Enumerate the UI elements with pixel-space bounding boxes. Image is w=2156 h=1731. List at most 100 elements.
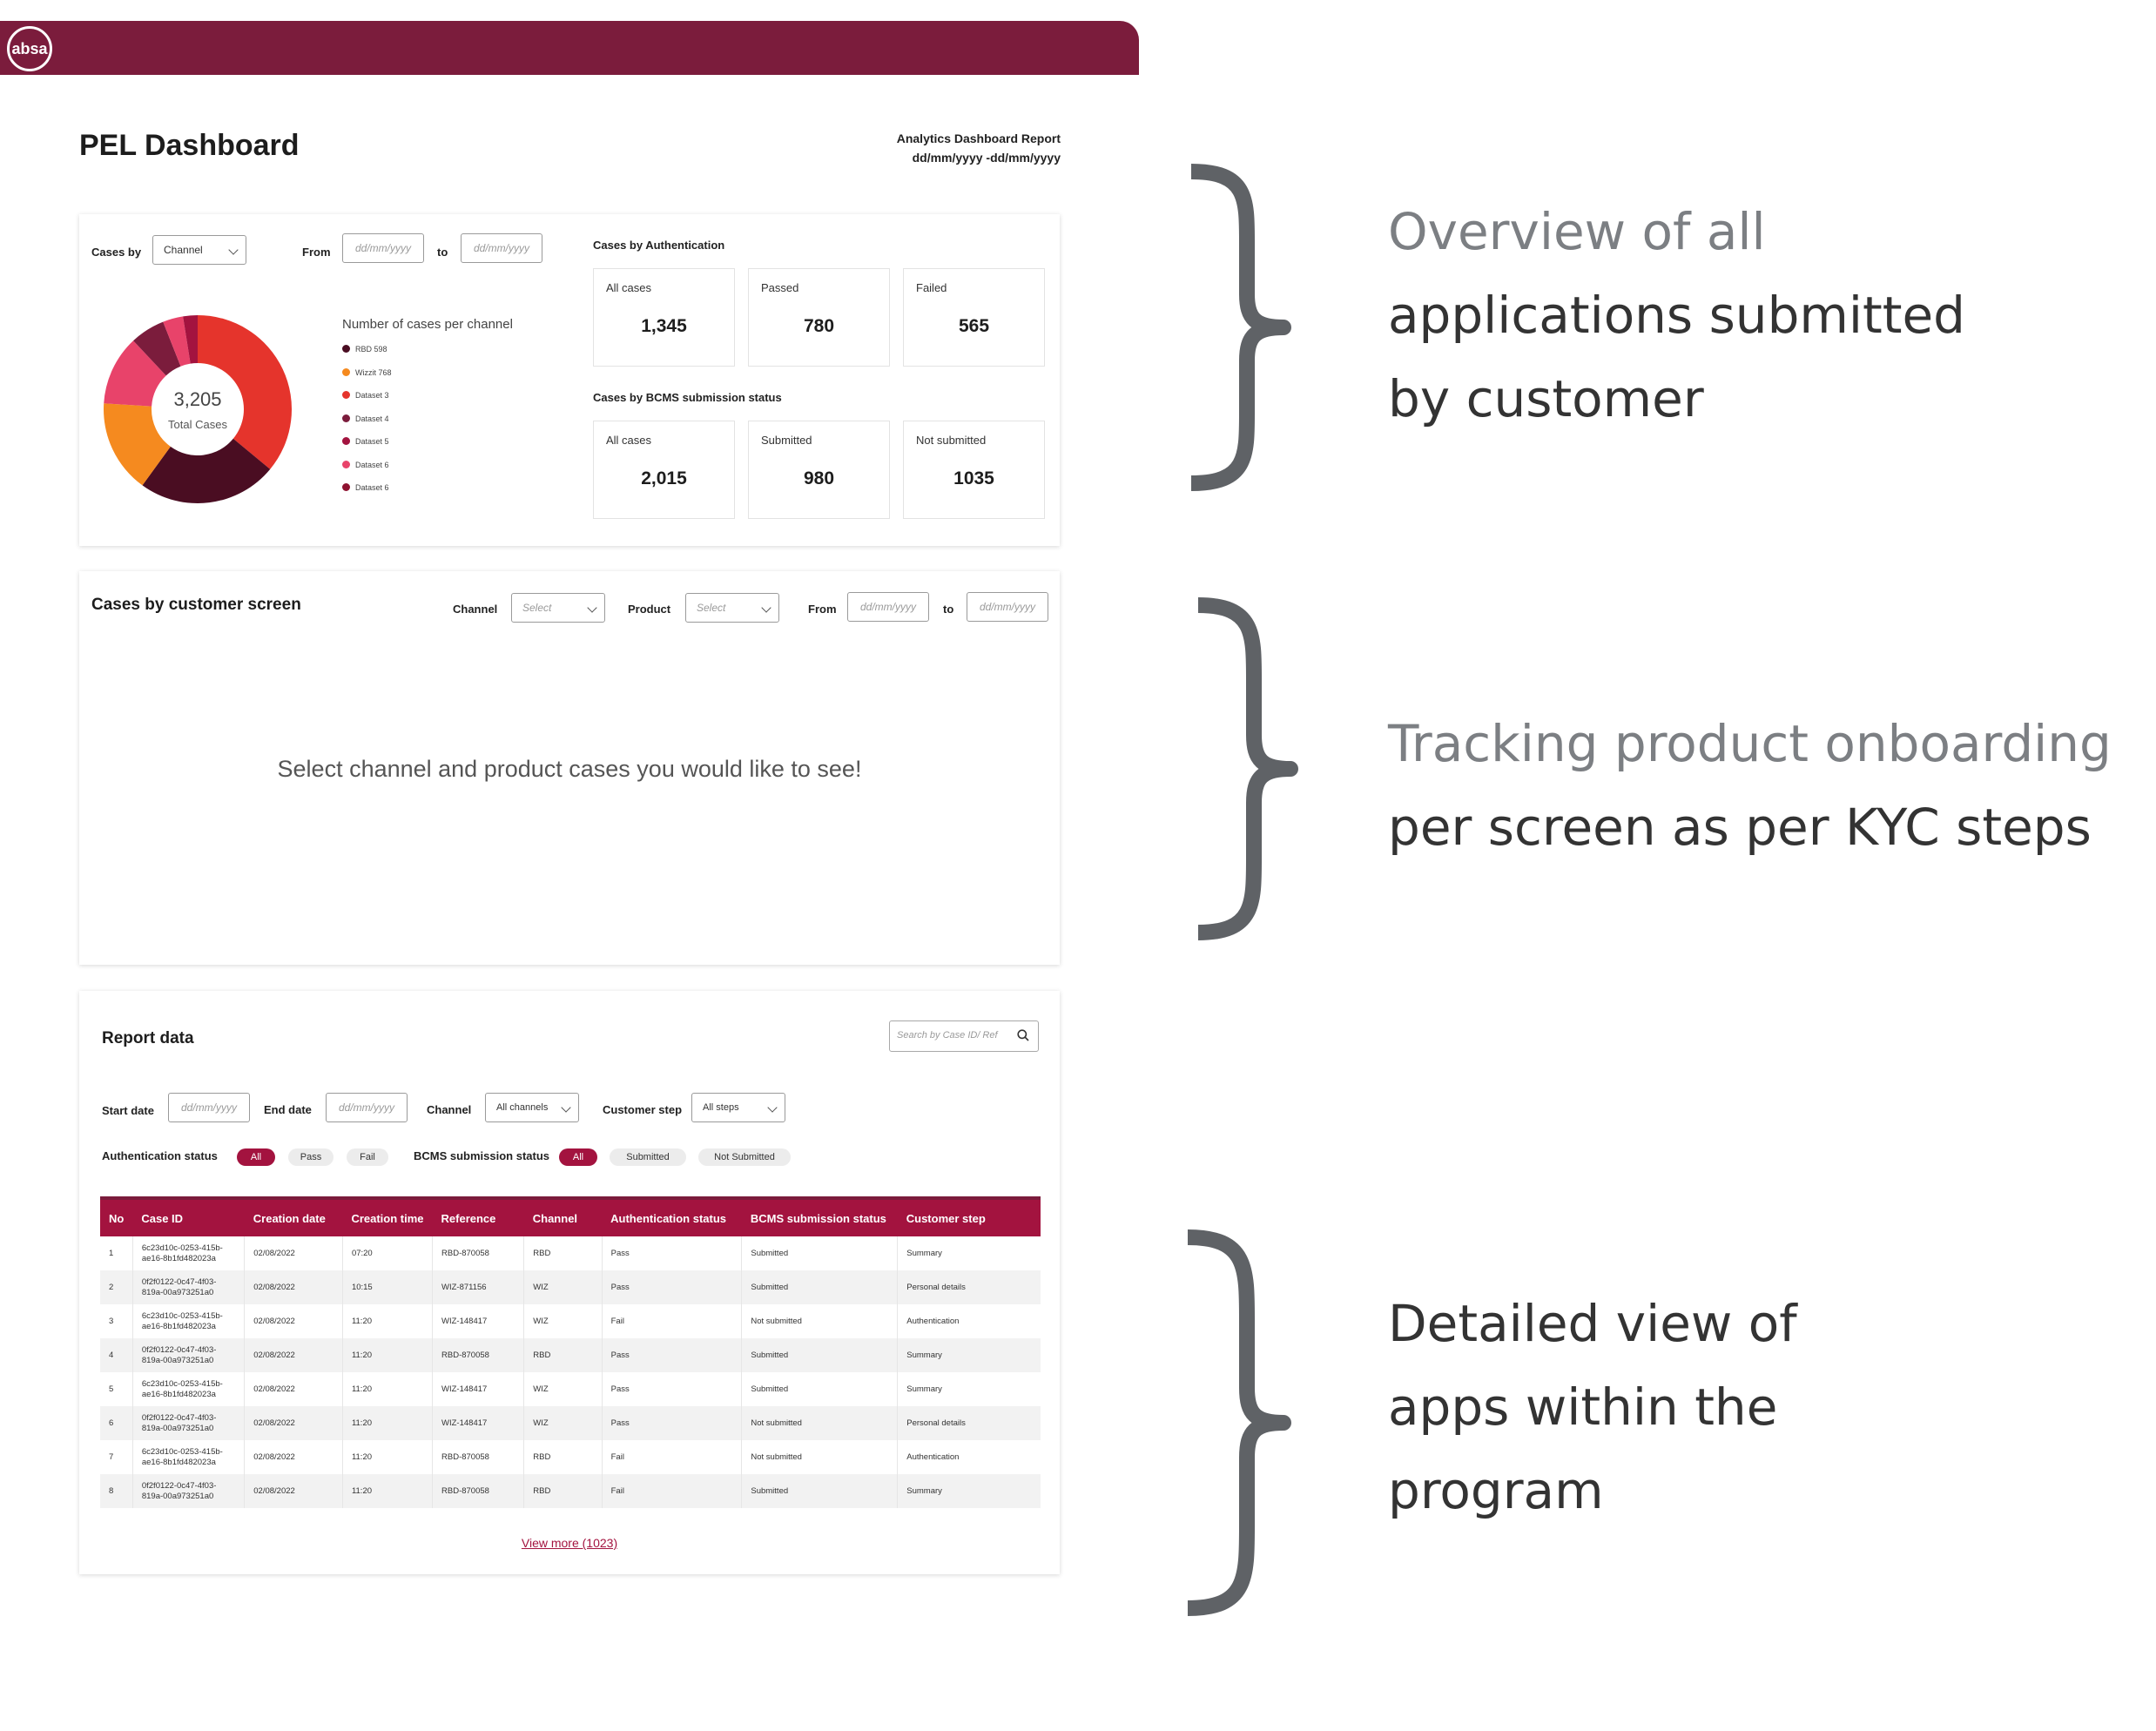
table-row[interactable]: 5 6c23d10c-0253-415b-ae16-8b1fd482023a 02/…: [100, 1372, 1041, 1406]
table-cell: 11:20: [342, 1338, 434, 1372]
start-date-input[interactable]: dd/mm/yyyy: [168, 1093, 250, 1122]
table-cell: 0f2f0122-0c47-4f03-819a-00a973251a0: [132, 1474, 246, 1508]
bcms-filter-not-submitted[interactable]: Not Submitted: [698, 1148, 791, 1166]
table-cell: Not submitted: [741, 1304, 899, 1338]
end-date-label: End date: [264, 1103, 312, 1116]
curly-brace-icon: [1187, 1229, 1291, 1616]
table-row[interactable]: 6 0f2f0122-0c47-4f03-819a-00a973251a0 02/0…: [100, 1406, 1041, 1440]
table-cell: Summary: [906, 1248, 942, 1258]
table-body: 1 6c23d10c-0253-415b-ae16-8b1fd482023a 02/…: [100, 1236, 1041, 1508]
table-row[interactable]: 1 6c23d10c-0253-415b-ae16-8b1fd482023a 02/…: [100, 1236, 1041, 1270]
column-header[interactable]: No: [100, 1196, 133, 1236]
column-header[interactable]: BCMS submission status: [741, 1196, 898, 1236]
table-row[interactable]: 2 0f2f0122-0c47-4f03-819a-00a973251a0 02/0…: [100, 1270, 1041, 1304]
product-label: Product: [628, 603, 671, 616]
table-cell: RBD: [523, 1338, 603, 1372]
table-cell: RBD-870058: [432, 1338, 525, 1372]
search-placeholder: Search by Case ID/ Ref: [897, 1030, 998, 1041]
column-header[interactable]: Creation date: [244, 1196, 343, 1236]
customer-step-label: Customer step: [603, 1103, 683, 1116]
auth-status-label: Authentication status: [102, 1149, 218, 1162]
from-date-input[interactable]: dd/mm/yyyy: [847, 592, 929, 622]
to-date-input[interactable]: dd/mm/yyyy: [967, 592, 1048, 622]
chart-legend: RBD 598 Wizzit 768 Dataset 3 Dataset 4 D…: [342, 345, 392, 507]
legend-dot: [342, 437, 350, 445]
column-header[interactable]: Customer step: [897, 1196, 1041, 1236]
customer-screen-card: Cases by customer screen Channel Select …: [79, 571, 1060, 965]
to-date-input[interactable]: dd/mm/yyyy: [461, 233, 542, 263]
absa-logo[interactable]: absa: [7, 26, 52, 71]
donut-segment: [104, 403, 171, 486]
table-cell: 4: [100, 1338, 133, 1372]
column-header[interactable]: Reference: [432, 1196, 524, 1236]
report-header: Analytics Dashboard Report dd/mm/yyyy -d…: [897, 129, 1061, 167]
legend-dot: [342, 367, 350, 376]
bcms-filter-all[interactable]: All: [559, 1148, 597, 1166]
channel-select[interactable]: Select: [511, 593, 605, 623]
legend-item: RBD 598: [342, 345, 392, 368]
table-cell: Submitted: [741, 1474, 899, 1508]
column-header[interactable]: Case ID: [132, 1196, 245, 1236]
table-row[interactable]: 7 6c23d10c-0253-415b-ae16-8b1fd482023a 02/…: [100, 1440, 1041, 1474]
legend-dot: [342, 460, 350, 468]
from-label: From: [302, 246, 331, 259]
stat-bcms-all[interactable]: All cases 2,015: [593, 421, 735, 519]
end-date-input[interactable]: dd/mm/yyyy: [326, 1093, 408, 1122]
table-cell: WIZ: [523, 1270, 603, 1304]
search-icon[interactable]: [1017, 1029, 1029, 1041]
product-select[interactable]: Select: [685, 593, 779, 623]
channel-filter-select[interactable]: All channels: [485, 1093, 579, 1122]
chevron-down-icon: [561, 1102, 571, 1113]
curly-brace-icon: [1190, 164, 1291, 491]
from-date-input[interactable]: dd/mm/yyyy: [342, 233, 424, 263]
legend-dot: [342, 414, 350, 422]
table-cell: WIZ-148417: [432, 1372, 525, 1406]
empty-state-message: Select channel and product cases you wou…: [277, 756, 862, 782]
channel-filter-label: Channel: [427, 1103, 472, 1116]
table-cell: Submitted: [741, 1372, 899, 1406]
stat-auth-failed[interactable]: Failed 565: [903, 268, 1045, 367]
annotation-overview: Overview of all applications submitted b…: [1388, 202, 1965, 428]
auth-filter-fail[interactable]: Fail: [347, 1148, 388, 1166]
table-cell: RBD-870058: [432, 1440, 525, 1474]
column-header[interactable]: Channel: [523, 1196, 603, 1236]
table-cell: Not submitted: [741, 1440, 899, 1474]
table-cell: WIZ-148417: [432, 1304, 525, 1338]
table-cell: 8: [100, 1474, 133, 1508]
cases-by-select[interactable]: Channel: [152, 235, 246, 265]
chevron-down-icon: [228, 245, 239, 255]
table-cell: RBD: [523, 1440, 603, 1474]
customer-step-select[interactable]: All steps: [691, 1093, 785, 1122]
table-row[interactable]: 8 0f2f0122-0c47-4f03-819a-00a973251a0 02/0…: [100, 1474, 1041, 1508]
channel-filter-value: All channels: [496, 1102, 549, 1113]
table-cell: 1: [100, 1236, 133, 1270]
legend-item: Dataset 6: [342, 460, 392, 484]
table-cell: 6c23d10c-0253-415b-ae16-8b1fd482023a: [132, 1304, 246, 1338]
table-row[interactable]: 3 6c23d10c-0253-415b-ae16-8b1fd482023a 02/…: [100, 1304, 1041, 1338]
view-more-link[interactable]: View more (1023): [521, 1536, 618, 1550]
table-cell: 2: [100, 1270, 133, 1304]
table-cell: Summary: [906, 1384, 942, 1394]
stat-bcms-submitted[interactable]: Submitted 980: [748, 421, 890, 519]
auth-filter-all[interactable]: All: [237, 1148, 275, 1166]
from-label: From: [808, 603, 837, 616]
top-bar: absa: [0, 21, 1139, 75]
table-cell: Not submitted: [741, 1406, 899, 1440]
search-input[interactable]: Search by Case ID/ Ref: [889, 1020, 1039, 1052]
table-cell: 02/08/2022: [244, 1474, 343, 1508]
table-cell: RBD: [523, 1474, 603, 1508]
column-header[interactable]: Creation time: [342, 1196, 433, 1236]
stat-auth-passed[interactable]: Passed 780: [748, 268, 890, 367]
stat-auth-all[interactable]: All cases 1,345: [593, 268, 735, 367]
chevron-down-icon: [767, 1102, 778, 1113]
auth-filter-pass[interactable]: Pass: [288, 1148, 334, 1166]
donut-segment: [133, 321, 181, 376]
table-cell: 07:20: [342, 1236, 434, 1270]
table-cell: WIZ-148417: [432, 1406, 525, 1440]
table-row[interactable]: 4 0f2f0122-0c47-4f03-819a-00a973251a0 02/0…: [100, 1338, 1041, 1372]
column-header[interactable]: Authentication status: [602, 1196, 742, 1236]
table-cell: Pass: [602, 1338, 743, 1372]
table-cell: Submitted: [741, 1270, 899, 1304]
bcms-filter-submitted[interactable]: Submitted: [610, 1148, 686, 1166]
stat-bcms-not-submitted[interactable]: Not submitted 1035: [903, 421, 1045, 519]
